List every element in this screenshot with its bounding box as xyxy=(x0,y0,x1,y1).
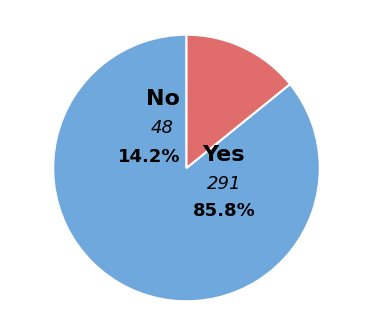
Text: 14.2%: 14.2% xyxy=(118,148,181,166)
Wedge shape xyxy=(53,35,320,301)
Text: Yes: Yes xyxy=(203,145,245,165)
Wedge shape xyxy=(186,35,290,168)
Text: 85.8%: 85.8% xyxy=(192,202,255,220)
Text: No: No xyxy=(145,89,179,109)
Text: 291: 291 xyxy=(207,175,241,193)
Text: 48: 48 xyxy=(151,119,174,137)
